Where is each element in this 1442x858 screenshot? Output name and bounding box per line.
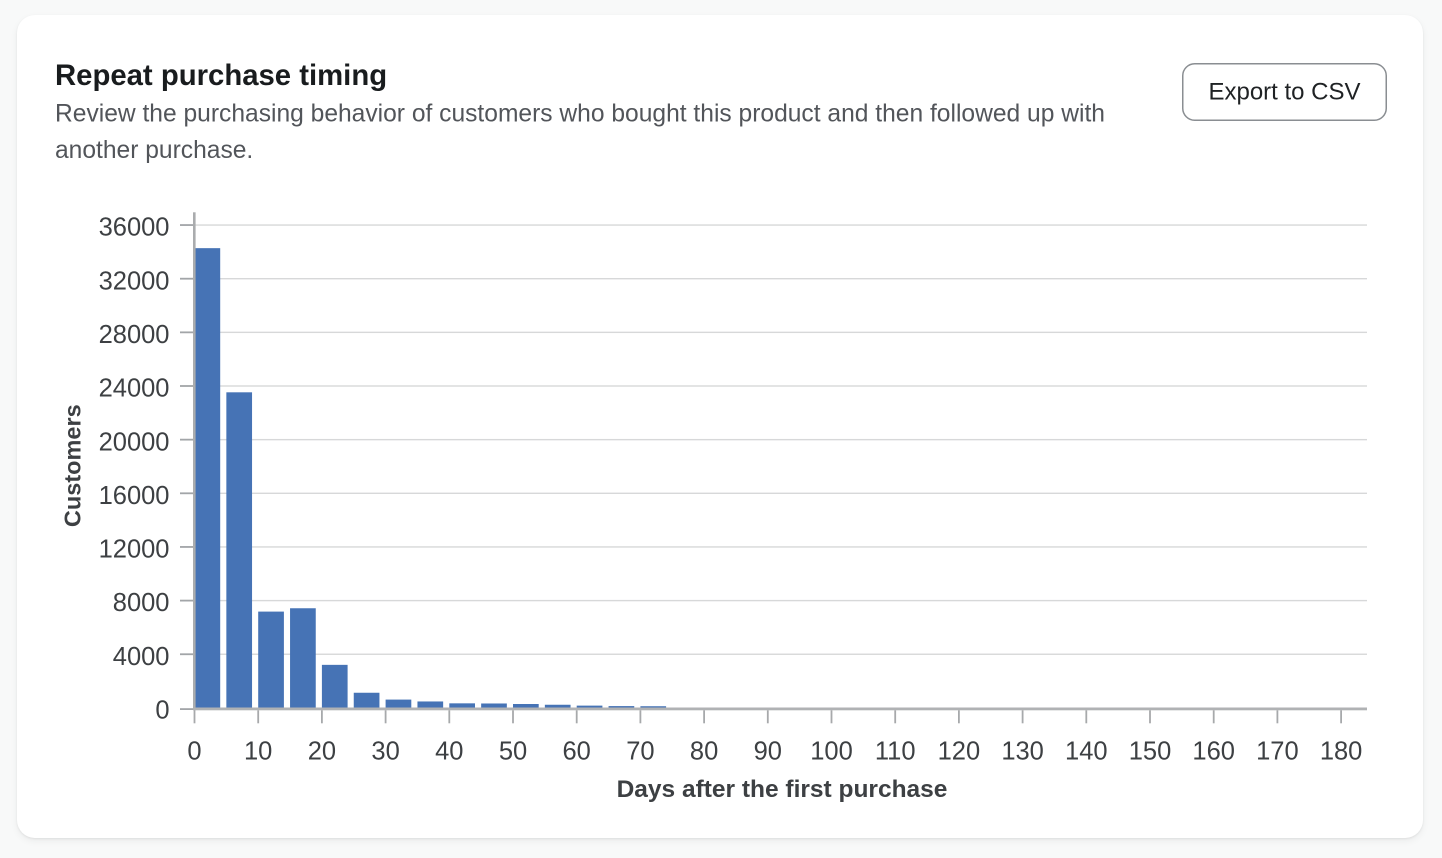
svg-text:150: 150 — [1129, 738, 1172, 766]
svg-text:Export to CSV: Export to CSV — [1208, 79, 1360, 106]
svg-text:120: 120 — [938, 738, 981, 766]
svg-text:10: 10 — [244, 738, 272, 766]
svg-text:20000: 20000 — [99, 428, 170, 456]
svg-text:28000: 28000 — [99, 321, 170, 349]
svg-text:Review the purchasing behavior: Review the purchasing behavior of custom… — [55, 101, 1105, 128]
svg-text:0: 0 — [187, 738, 201, 766]
svg-text:4000: 4000 — [113, 643, 170, 671]
svg-text:90: 90 — [754, 738, 782, 766]
svg-text:80: 80 — [690, 738, 718, 766]
svg-text:130: 130 — [1001, 738, 1044, 766]
svg-text:160: 160 — [1192, 738, 1235, 766]
svg-text:Days after the first purchase: Days after the first purchase — [617, 776, 948, 803]
svg-text:Customers: Customers — [59, 404, 85, 527]
svg-text:another purchase.: another purchase. — [55, 137, 253, 164]
svg-text:12000: 12000 — [99, 536, 170, 564]
svg-text:0: 0 — [155, 697, 169, 725]
svg-text:30: 30 — [371, 738, 399, 766]
svg-text:16000: 16000 — [99, 482, 170, 510]
svg-text:110: 110 — [875, 738, 916, 766]
svg-text:70: 70 — [626, 738, 654, 766]
svg-text:20: 20 — [308, 738, 336, 766]
svg-text:180: 180 — [1320, 738, 1363, 766]
svg-text:24000: 24000 — [99, 375, 170, 403]
svg-text:170: 170 — [1256, 738, 1299, 766]
svg-text:36000: 36000 — [99, 214, 170, 242]
svg-text:140: 140 — [1065, 738, 1108, 766]
svg-text:100: 100 — [810, 738, 853, 766]
svg-text:32000: 32000 — [99, 267, 170, 295]
svg-text:40: 40 — [435, 738, 463, 766]
svg-text:60: 60 — [563, 738, 591, 766]
svg-text:8000: 8000 — [113, 589, 170, 617]
svg-text:50: 50 — [499, 738, 527, 766]
svg-text:Repeat purchase timing: Repeat purchase timing — [55, 59, 387, 92]
